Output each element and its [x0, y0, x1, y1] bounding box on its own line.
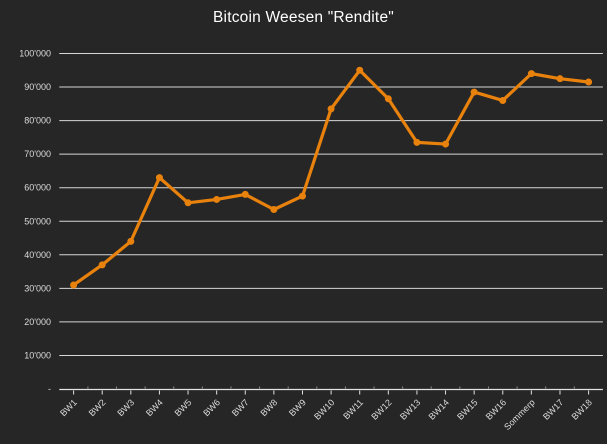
x-axis-label: BW6 — [201, 397, 222, 418]
x-axis-label: BW12 — [369, 397, 393, 421]
x-axis-label: BW2 — [87, 397, 108, 418]
x-axis-label: BW9 — [287, 397, 308, 418]
data-point — [184, 199, 192, 207]
data-point — [327, 105, 335, 113]
data-point — [70, 281, 78, 289]
data-point — [127, 237, 135, 245]
x-axis-label: BW16 — [484, 397, 508, 421]
x-axis-label: BW18 — [570, 397, 594, 421]
data-point — [527, 70, 535, 78]
x-axis-label: BW8 — [258, 397, 279, 418]
x-axis-label: BW3 — [115, 397, 136, 418]
x-axis-label: BW4 — [144, 397, 165, 418]
data-point — [413, 138, 421, 146]
data-point — [556, 75, 564, 83]
data-point — [155, 174, 163, 182]
x-axis-label: BW17 — [541, 397, 565, 421]
y-axis-tick-label: 40'000 — [24, 250, 51, 260]
y-axis-tick-label: 10'000 — [24, 350, 51, 360]
x-axis-label: BW11 — [341, 397, 365, 421]
x-axis-label: BW5 — [173, 397, 194, 418]
x-axis-label: BW13 — [398, 397, 422, 421]
data-point — [442, 140, 450, 148]
y-axis-tick-label: 90'000 — [24, 82, 51, 92]
data-point — [384, 95, 392, 103]
y-axis-tick-label: 60'000 — [24, 183, 51, 193]
y-axis-tick-label: 100'000 — [19, 49, 51, 59]
data-point — [356, 66, 364, 74]
data-line — [72, 68, 591, 287]
data-point — [241, 190, 249, 198]
data-point — [213, 195, 221, 203]
x-axis-label: BW1 — [58, 397, 79, 418]
y-axis-tick-label: 70'000 — [24, 149, 51, 159]
data-point — [98, 261, 106, 269]
data-point — [470, 88, 478, 96]
y-axis-tick-label: 80'000 — [24, 116, 51, 126]
data-point — [585, 78, 593, 86]
data-point — [270, 206, 278, 214]
chart-title: Bitcoin Weesen "Rendite" — [213, 9, 394, 26]
y-axis-tick-label: 20'000 — [24, 317, 51, 327]
x-axis-label: Sommerp — [502, 397, 537, 432]
y-axis-tick-label: 30'000 — [24, 283, 51, 293]
data-point — [499, 96, 507, 104]
x-axis-label: BW7 — [230, 397, 251, 418]
x-axis-label: BW14 — [427, 397, 451, 421]
y-axis-tick-label: - — [48, 384, 51, 394]
x-axis-label: BW10 — [312, 397, 336, 421]
data-point — [298, 192, 306, 200]
x-axis-label: BW15 — [455, 397, 479, 421]
y-axis-tick-label: 50'000 — [24, 216, 51, 226]
